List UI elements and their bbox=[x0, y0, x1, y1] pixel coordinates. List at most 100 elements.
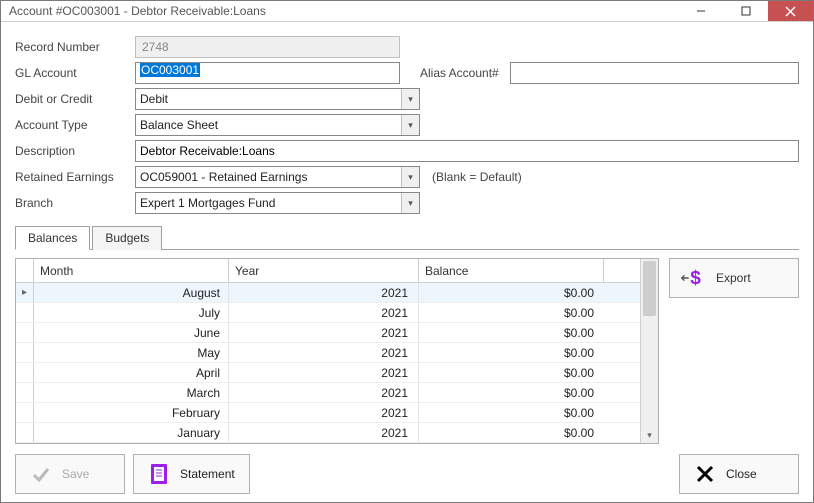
cell-balance: $0.00 bbox=[419, 383, 604, 402]
account-type-label: Account Type bbox=[15, 118, 135, 132]
tab-balances[interactable]: Balances bbox=[15, 226, 90, 250]
gl-account-value: OC003001 bbox=[140, 63, 200, 77]
grid-header-year[interactable]: Year bbox=[229, 259, 419, 282]
cell-month: April bbox=[34, 363, 229, 382]
debit-credit-select[interactable]: Debit ▾ bbox=[135, 88, 420, 110]
mid-section: Month Year Balance ▸August2021$0.00July2… bbox=[15, 258, 799, 444]
footer: Save Statement bbox=[15, 444, 799, 494]
maximize-button[interactable] bbox=[723, 1, 768, 21]
cell-year: 2021 bbox=[229, 403, 419, 422]
cell-month: August bbox=[34, 283, 229, 302]
tabs: Balances Budgets bbox=[15, 226, 799, 250]
cell-month: June bbox=[34, 323, 229, 342]
alias-account-input[interactable] bbox=[510, 62, 799, 84]
statement-label: Statement bbox=[180, 467, 235, 481]
table-row[interactable]: July2021$0.00 bbox=[16, 303, 640, 323]
table-row[interactable]: June2021$0.00 bbox=[16, 323, 640, 343]
cell-year: 2021 bbox=[229, 283, 419, 302]
record-number-field: 2748 bbox=[135, 36, 400, 58]
retained-earnings-value: OC059001 - Retained Earnings bbox=[140, 170, 307, 184]
cell-month: July bbox=[34, 303, 229, 322]
tab-budgets[interactable]: Budgets bbox=[92, 226, 162, 250]
cell-month: January bbox=[34, 423, 229, 442]
retained-earnings-label: Retained Earnings bbox=[15, 170, 135, 184]
cell-month: March bbox=[34, 383, 229, 402]
table-row[interactable]: May2021$0.00 bbox=[16, 343, 640, 363]
minimize-button[interactable] bbox=[678, 1, 723, 21]
gl-account-input[interactable]: OC003001 bbox=[135, 62, 400, 84]
alias-account-label: Alias Account# bbox=[420, 66, 510, 80]
save-button[interactable]: Save bbox=[15, 454, 125, 494]
row-indicator-icon bbox=[16, 423, 34, 442]
row-indicator-icon bbox=[16, 303, 34, 322]
cell-year: 2021 bbox=[229, 363, 419, 382]
close-window-button[interactable] bbox=[768, 1, 813, 21]
export-panel: $ Export bbox=[669, 258, 799, 444]
chevron-down-icon: ▾ bbox=[401, 115, 419, 135]
window-title: Account #OC003001 - Debtor Receivable:Lo… bbox=[9, 4, 678, 18]
content-area: Record Number 2748 GL Account OC003001 A… bbox=[1, 22, 813, 502]
grid-header-month[interactable]: Month bbox=[34, 259, 229, 282]
retained-earnings-note: (Blank = Default) bbox=[432, 170, 522, 184]
chevron-down-icon: ▾ bbox=[401, 193, 419, 213]
cell-balance: $0.00 bbox=[419, 303, 604, 322]
retained-earnings-select[interactable]: OC059001 - Retained Earnings ▾ bbox=[135, 166, 420, 188]
row-indicator-icon bbox=[16, 323, 34, 342]
cell-balance: $0.00 bbox=[419, 343, 604, 362]
record-number-label: Record Number bbox=[15, 40, 135, 54]
table-row[interactable]: January2021$0.00 bbox=[16, 423, 640, 443]
cell-month: May bbox=[34, 343, 229, 362]
export-label: Export bbox=[716, 271, 751, 285]
statement-icon bbox=[148, 463, 170, 485]
debit-credit-value: Debit bbox=[140, 92, 168, 106]
svg-text:$: $ bbox=[690, 268, 701, 289]
grid-scrollbar[interactable]: ▾ bbox=[640, 259, 658, 443]
grid-header-balance[interactable]: Balance bbox=[419, 259, 604, 282]
cell-balance: $0.00 bbox=[419, 423, 604, 442]
account-type-value: Balance Sheet bbox=[140, 118, 218, 132]
checkmark-icon bbox=[30, 463, 52, 485]
description-input[interactable] bbox=[135, 140, 799, 162]
cell-balance: $0.00 bbox=[419, 363, 604, 382]
scrollbar-thumb[interactable] bbox=[643, 261, 656, 316]
description-label: Description bbox=[15, 144, 135, 158]
save-label: Save bbox=[62, 467, 89, 481]
grid-header-indicator bbox=[16, 259, 34, 282]
close-label: Close bbox=[726, 467, 757, 481]
form-area: Record Number 2748 GL Account OC003001 A… bbox=[15, 36, 799, 218]
statement-button[interactable]: Statement bbox=[133, 454, 250, 494]
cell-balance: $0.00 bbox=[419, 283, 604, 302]
cell-year: 2021 bbox=[229, 303, 419, 322]
cell-year: 2021 bbox=[229, 383, 419, 402]
table-row[interactable]: March2021$0.00 bbox=[16, 383, 640, 403]
cell-month: February bbox=[34, 403, 229, 422]
cell-year: 2021 bbox=[229, 343, 419, 362]
window-controls bbox=[678, 1, 813, 21]
debit-credit-label: Debit or Credit bbox=[15, 92, 135, 106]
account-type-select[interactable]: Balance Sheet ▾ bbox=[135, 114, 420, 136]
chevron-down-icon: ▾ bbox=[401, 167, 419, 187]
cell-year: 2021 bbox=[229, 423, 419, 442]
branch-value: Expert 1 Mortgages Fund bbox=[140, 196, 275, 210]
table-row[interactable]: February2021$0.00 bbox=[16, 403, 640, 423]
chevron-down-icon: ▾ bbox=[401, 89, 419, 109]
export-button[interactable]: $ Export bbox=[669, 258, 799, 298]
scroll-down-arrow-icon[interactable]: ▾ bbox=[641, 427, 658, 443]
account-window: Account #OC003001 - Debtor Receivable:Lo… bbox=[0, 0, 814, 503]
row-indicator-icon bbox=[16, 383, 34, 402]
export-dollar-icon: $ bbox=[680, 265, 706, 291]
grid-header: Month Year Balance bbox=[16, 259, 640, 283]
gl-account-label: GL Account bbox=[15, 66, 135, 80]
grid-body[interactable]: ▸August2021$0.00July2021$0.00June2021$0.… bbox=[16, 283, 640, 443]
row-indicator-icon bbox=[16, 403, 34, 422]
table-row[interactable]: ▸August2021$0.00 bbox=[16, 283, 640, 303]
branch-select[interactable]: Expert 1 Mortgages Fund ▾ bbox=[135, 192, 420, 214]
balances-grid: Month Year Balance ▸August2021$0.00July2… bbox=[15, 258, 659, 444]
row-indicator-icon bbox=[16, 343, 34, 362]
cell-year: 2021 bbox=[229, 323, 419, 342]
close-button[interactable]: Close bbox=[679, 454, 799, 494]
titlebar: Account #OC003001 - Debtor Receivable:Lo… bbox=[1, 1, 813, 22]
row-indicator-icon: ▸ bbox=[16, 283, 34, 302]
table-row[interactable]: April2021$0.00 bbox=[16, 363, 640, 383]
row-indicator-icon bbox=[16, 363, 34, 382]
